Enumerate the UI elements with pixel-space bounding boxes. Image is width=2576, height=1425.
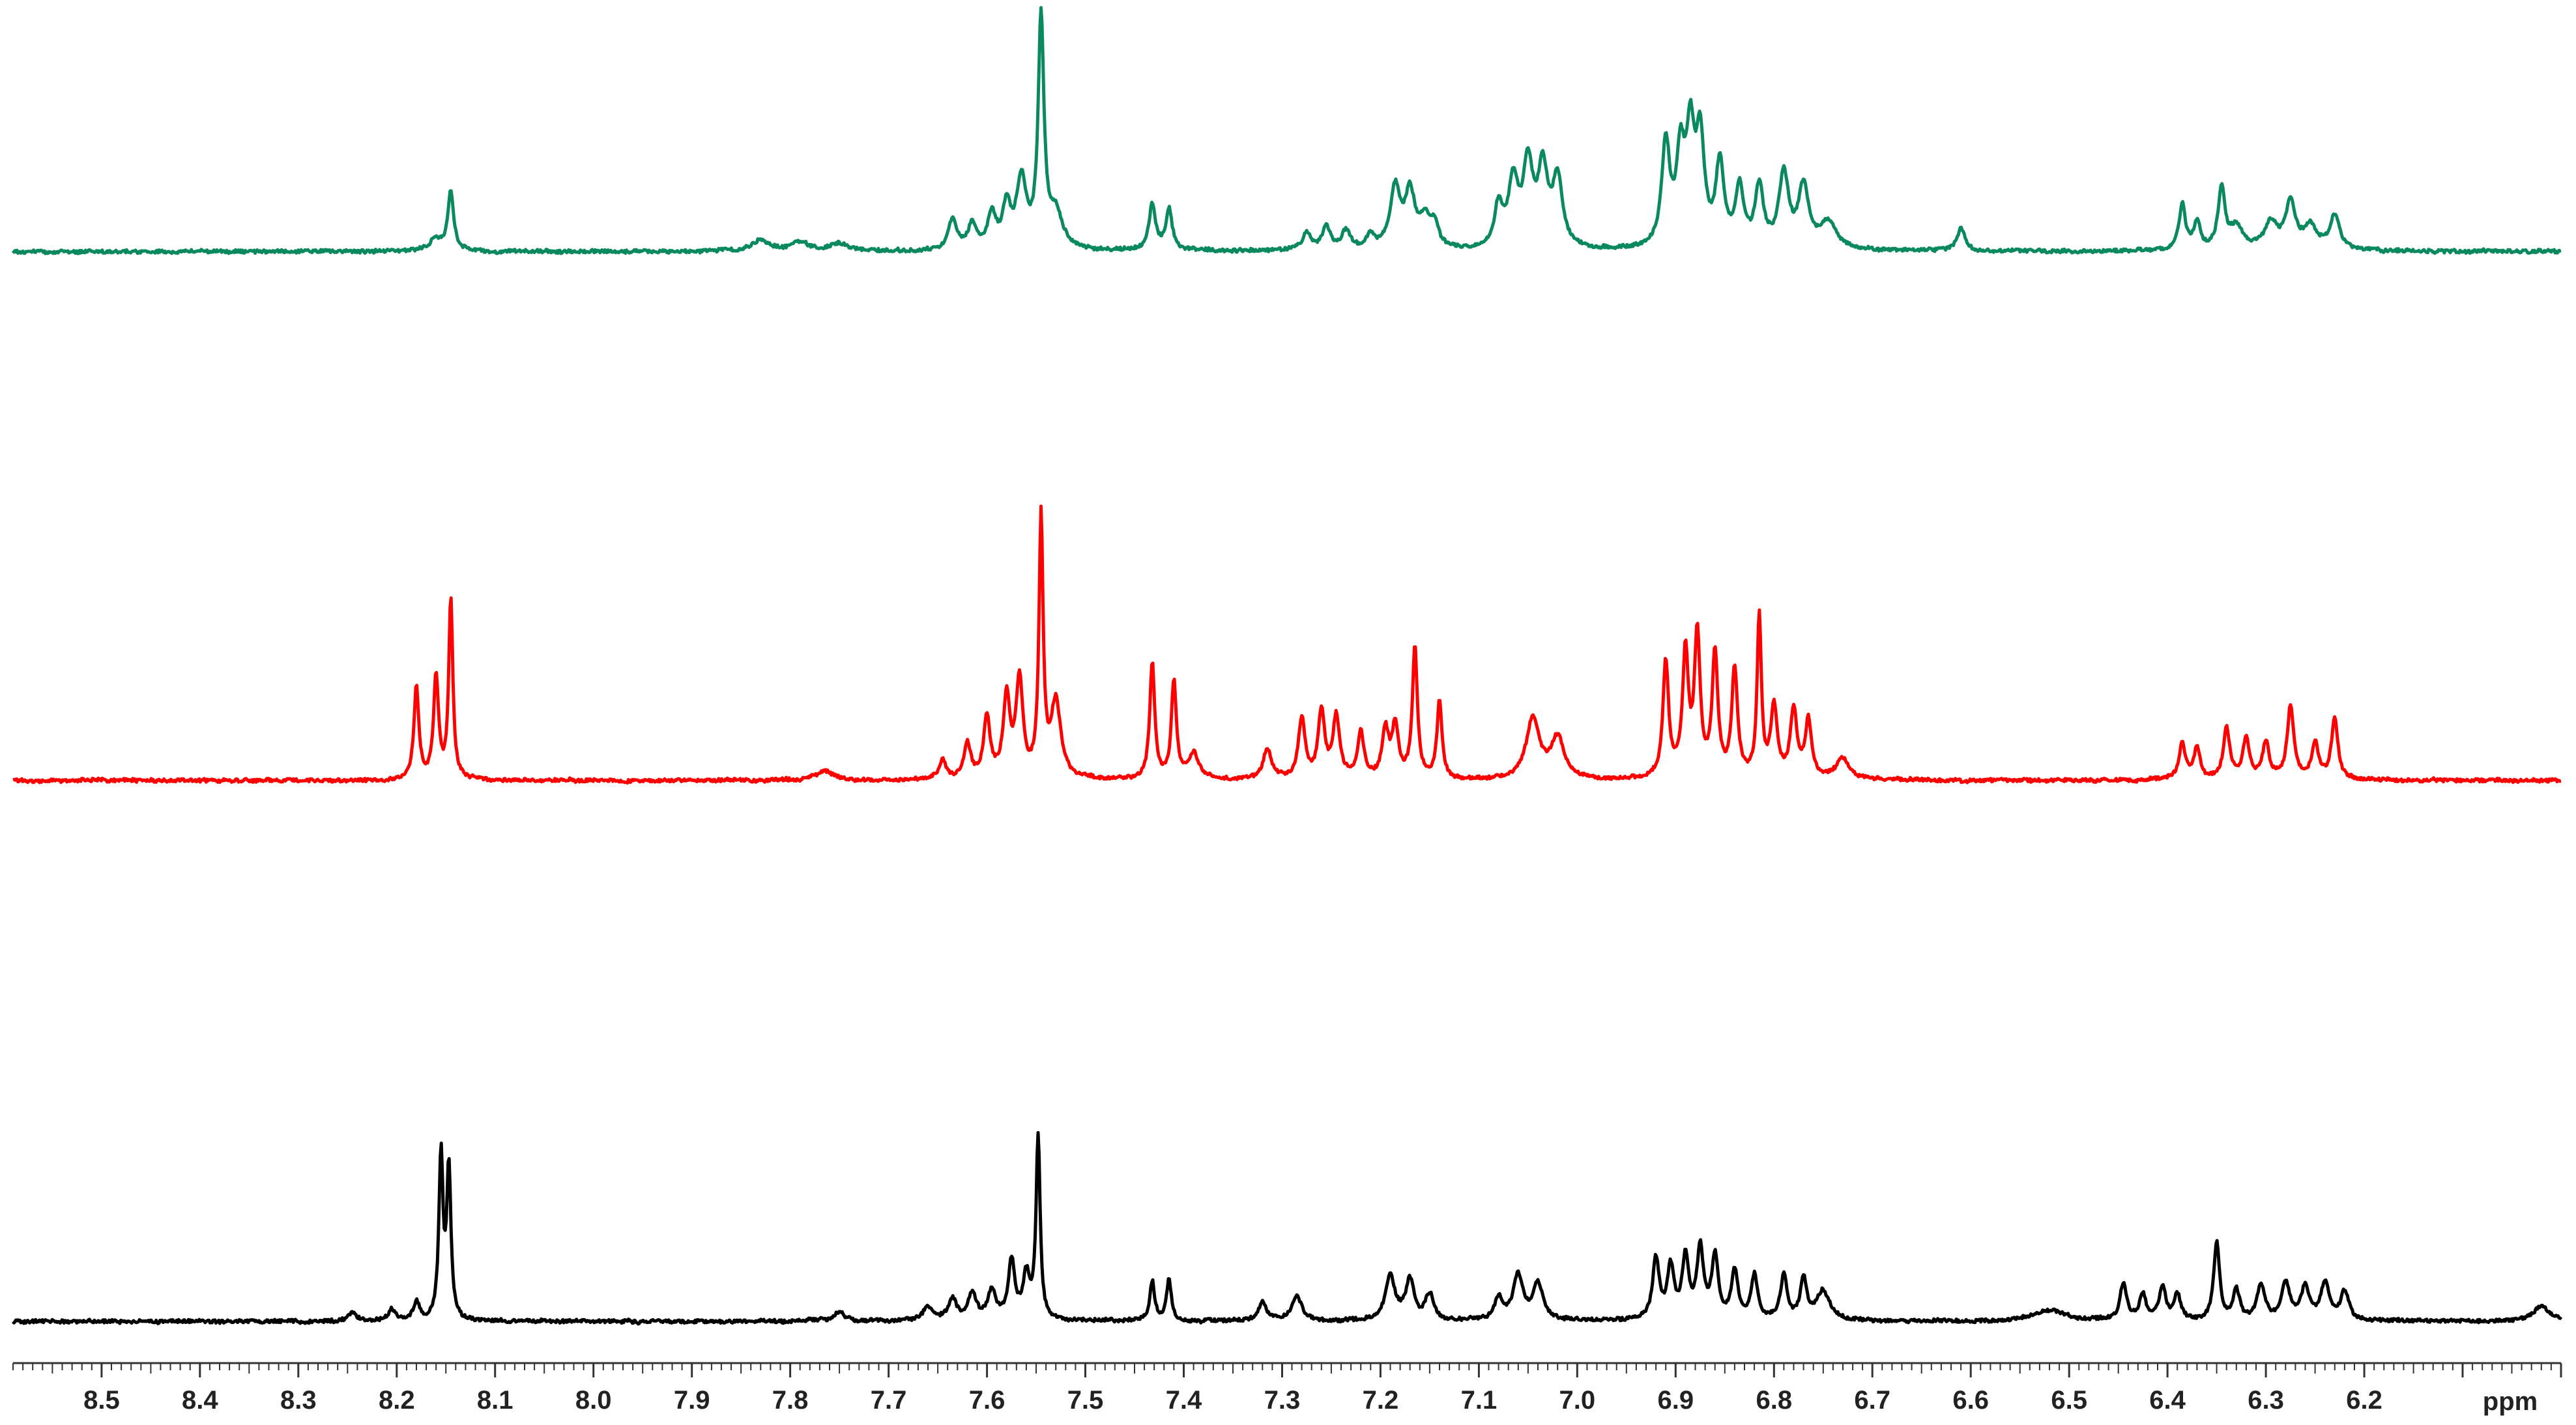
- spectrum-trace-3: [12, 1130, 2563, 1326]
- x-tick-label: 7.8: [772, 1386, 809, 1415]
- x-tick-label: 8.4: [182, 1386, 218, 1415]
- x-tick-label: 7.9: [674, 1386, 710, 1415]
- x-tick-label: 7.3: [1264, 1386, 1301, 1415]
- x-tick-label: 6.8: [1756, 1386, 1792, 1415]
- x-tick-label: 8.1: [477, 1386, 514, 1415]
- x-axis: 8.5 8.4 8.3 8.2 8.1 8.0 7.9 7.8 7.7 7.6 7.5 7.4 7.3 7…: [12, 1362, 2562, 1416]
- x-tick-label: 8.0: [575, 1386, 612, 1415]
- x-tick-label: 6.9: [1657, 1386, 1694, 1415]
- spectra-traces: [11, 6, 2563, 1326]
- x-tick-label: 6.2: [2346, 1386, 2382, 1415]
- spectrum-trace-1: [11, 6, 2562, 255]
- x-tick-label: 7.4: [1166, 1386, 1202, 1415]
- x-tick-label: 8.3: [280, 1386, 317, 1415]
- x-tick-label: 6.6: [1952, 1386, 1989, 1415]
- x-tick-label: 6.5: [2051, 1386, 2087, 1415]
- x-tick-label: 7.5: [1067, 1386, 1104, 1415]
- x-tick-label: 7.0: [1559, 1386, 1595, 1415]
- spectrum-trace-2: [12, 504, 2562, 785]
- x-tick-label: 6.7: [1854, 1386, 1890, 1415]
- x-tick-label: 6.3: [2248, 1386, 2284, 1415]
- x-tick-label: 8.5: [83, 1386, 120, 1415]
- x-tick-label: 7.2: [1363, 1386, 1399, 1415]
- x-tick-label: 7.6: [969, 1386, 1006, 1415]
- x-axis-tick-labels: 8.5 8.4 8.3 8.2 8.1 8.0 7.9 7.8 7.7 7.6 7.5 7.4 7.3 7…: [83, 1386, 2382, 1415]
- x-tick-label: 8.2: [379, 1386, 415, 1415]
- x-tick-label: 7.7: [871, 1386, 907, 1415]
- x-axis-unit-label: ppm: [2483, 1387, 2538, 1416]
- x-tick-label: 7.1: [1461, 1386, 1498, 1415]
- x-tick-label: 6.4: [2149, 1386, 2186, 1415]
- x-axis-ticks: [12, 1363, 2562, 1377]
